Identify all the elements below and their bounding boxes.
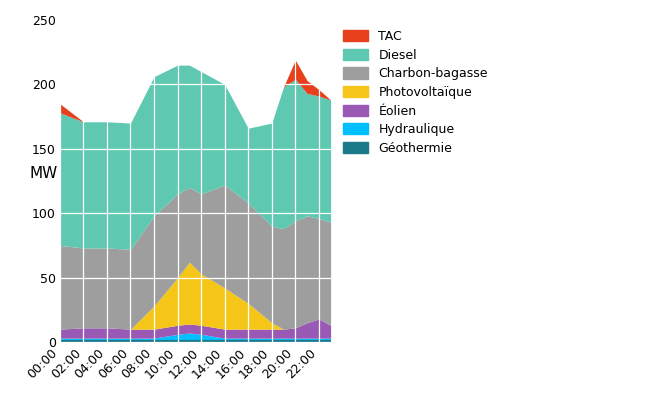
Y-axis label: MW: MW — [30, 166, 58, 181]
Legend: TAC, Diesel, Charbon-bagasse, Photovoltaïque, Éolien, Hydraulique, Géothermie: TAC, Diesel, Charbon-bagasse, Photovolta… — [340, 26, 492, 158]
